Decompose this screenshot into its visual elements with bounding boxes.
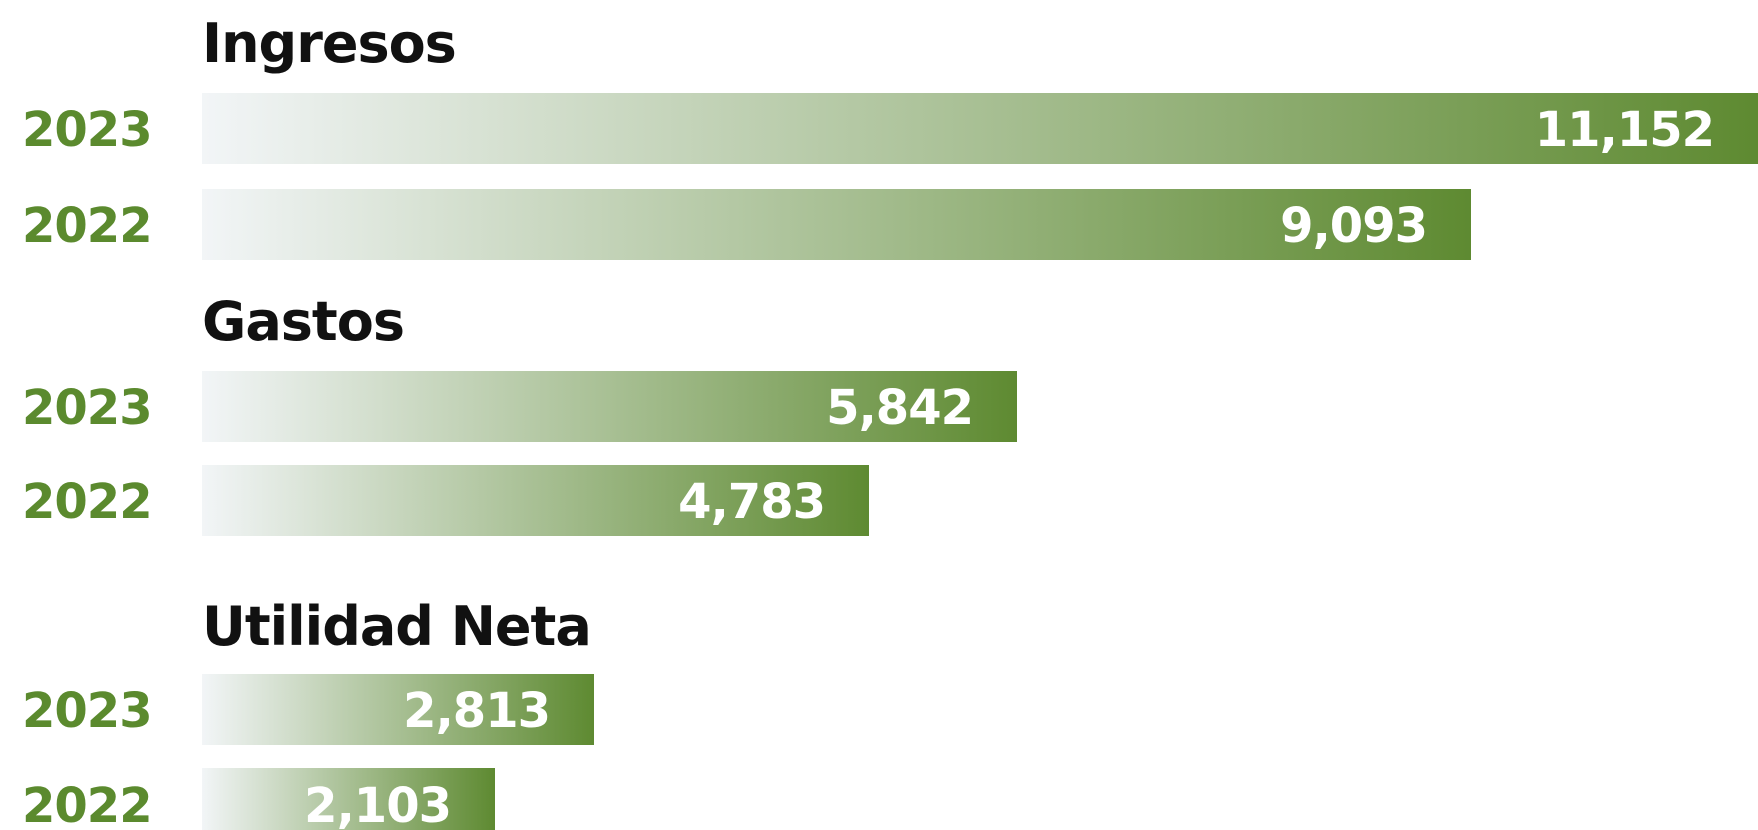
value-label-utilidad-neta-2023: 2,813 bbox=[403, 683, 550, 739]
group-title-gastos: Gastos bbox=[202, 290, 404, 353]
value-label-ingresos-2022: 9,093 bbox=[1280, 198, 1427, 254]
year-label-ingresos-2023: 2023 bbox=[22, 102, 152, 158]
year-label-utilidad-neta-2023: 2023 bbox=[22, 683, 152, 739]
bar-utilidad-neta-2023 bbox=[202, 674, 594, 745]
bar-ingresos-2022 bbox=[202, 189, 1471, 260]
group-utilidad-neta: Utilidad Neta 2023 2,813 2022 2,103 bbox=[22, 595, 594, 830]
value-label-utilidad-neta-2022: 2,103 bbox=[304, 778, 451, 830]
group-gastos: Gastos 2023 5,842 2022 4,783 bbox=[22, 290, 1017, 536]
year-label-utilidad-neta-2022: 2022 bbox=[22, 778, 152, 830]
bar-ingresos-2023 bbox=[202, 93, 1758, 164]
group-title-utilidad-neta: Utilidad Neta bbox=[202, 595, 591, 658]
bar-gastos-2022 bbox=[202, 465, 869, 536]
bar-gastos-2023 bbox=[202, 371, 1017, 442]
value-label-ingresos-2023: 11,152 bbox=[1535, 102, 1714, 158]
year-label-ingresos-2022: 2022 bbox=[22, 198, 152, 254]
group-title-ingresos: Ingresos bbox=[202, 12, 456, 75]
value-label-gastos-2022: 4,783 bbox=[678, 474, 825, 530]
value-label-gastos-2023: 5,842 bbox=[826, 380, 973, 436]
group-ingresos: Ingresos 2023 11,152 2022 9,093 bbox=[22, 12, 1758, 260]
year-label-gastos-2023: 2023 bbox=[22, 380, 152, 436]
bar-utilidad-neta-2022 bbox=[202, 768, 495, 830]
year-label-gastos-2022: 2022 bbox=[22, 474, 152, 530]
